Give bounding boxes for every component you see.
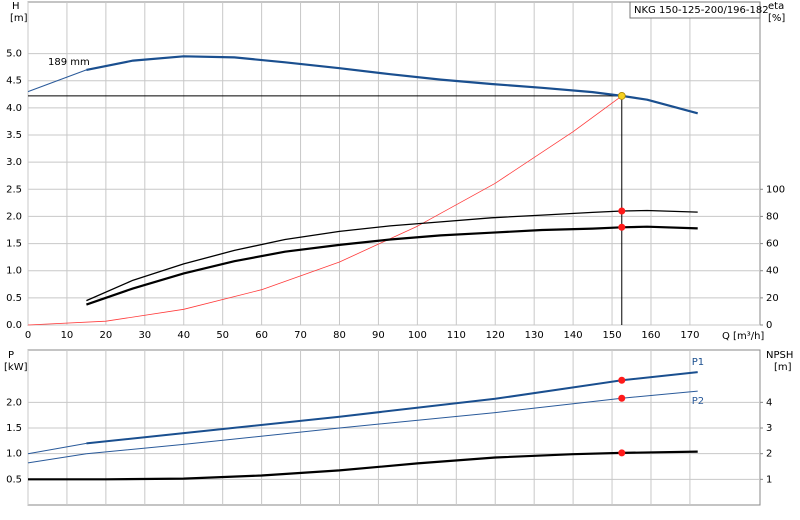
x-tick-label: 110 xyxy=(447,330,466,341)
x-tick-label: 170 xyxy=(680,330,699,341)
operating-point xyxy=(618,394,626,402)
y-tick-label: 1.5 xyxy=(6,239,22,250)
operating-point xyxy=(618,449,626,457)
y2-tick-label: 60 xyxy=(766,239,779,250)
series-label: P1 xyxy=(692,357,704,368)
y2-tick-label: 1 xyxy=(766,474,772,485)
operating-point xyxy=(618,376,626,384)
y2-label: eta xyxy=(768,1,784,12)
curve xyxy=(27,69,87,93)
y2-tick-label: 100 xyxy=(766,184,785,195)
y-tick-label: 0.5 xyxy=(6,474,22,485)
y-tick-label: 1.0 xyxy=(6,449,22,460)
curve xyxy=(86,225,698,306)
y-tick-label: 0.5 xyxy=(6,293,22,304)
annotation: 189 mm xyxy=(48,57,90,68)
y-tick-label: 0.0 xyxy=(6,320,22,331)
title-box xyxy=(629,1,761,19)
curve xyxy=(86,55,698,115)
operating-point xyxy=(617,92,626,100)
y-tick-label: 2.5 xyxy=(6,184,22,195)
x-tick-label: 140 xyxy=(564,330,583,341)
curve xyxy=(86,390,698,455)
y2-tick-label: 3 xyxy=(766,423,772,434)
y2-label: NPSH xyxy=(766,350,793,361)
y2-tick-label: 4 xyxy=(766,397,772,408)
y2-tick-label: 0 xyxy=(766,320,772,331)
y-tick-label: 4.5 xyxy=(6,76,22,87)
curve xyxy=(86,209,698,302)
x-tick-label: 100 xyxy=(408,330,427,341)
y-label: P xyxy=(8,350,14,361)
y-tick-label: 1.0 xyxy=(6,266,22,277)
x-tick-label: 90 xyxy=(372,330,385,341)
y-unit: [kW] xyxy=(4,362,28,373)
x-tick-label: 60 xyxy=(255,330,268,341)
curve xyxy=(27,442,87,455)
x-label: Q [m³/h] xyxy=(722,331,764,342)
curve xyxy=(27,95,623,326)
x-tick-label: 70 xyxy=(294,330,307,341)
curve xyxy=(27,453,87,464)
x-tick-label: 80 xyxy=(333,330,346,341)
curve xyxy=(86,371,698,445)
x-tick-label: 10 xyxy=(61,330,74,341)
y-tick-label: 2.0 xyxy=(6,397,22,408)
series-label: P2 xyxy=(692,396,704,407)
chart-title: NKG 150-125-200/196-182 xyxy=(634,5,769,16)
x-tick-label: 150 xyxy=(602,330,621,341)
y-tick-label: 5.0 xyxy=(6,49,22,60)
x-tick-label: 120 xyxy=(486,330,505,341)
curve xyxy=(28,450,698,481)
y2-tick-label: 2 xyxy=(766,449,772,460)
y-tick-label: 1.5 xyxy=(6,423,22,434)
x-tick-label: 30 xyxy=(138,330,151,341)
y-tick-label: 4.0 xyxy=(6,103,22,114)
plot-area xyxy=(27,1,761,326)
operating-point xyxy=(618,223,626,231)
y-tick-label: 2.0 xyxy=(6,211,22,222)
y2-tick-label: 20 xyxy=(766,293,779,304)
y-unit: [m] xyxy=(10,13,28,24)
x-tick-label: 130 xyxy=(525,330,544,341)
x-tick-label: 20 xyxy=(100,330,113,341)
y2-tick-label: 80 xyxy=(766,211,779,222)
y-label: H xyxy=(12,1,20,12)
operating-point xyxy=(618,207,626,215)
plot-area xyxy=(27,349,761,506)
y-tick-label: 3.0 xyxy=(6,157,22,168)
y2-tick-label: 40 xyxy=(766,266,779,277)
y2-unit: [m] xyxy=(774,362,792,373)
x-tick-label: 40 xyxy=(177,330,190,341)
x-tick-label: 160 xyxy=(641,330,660,341)
y-tick-label: 3.5 xyxy=(6,130,22,141)
x-tick-label: 0 xyxy=(25,330,31,341)
x-tick-label: 50 xyxy=(216,330,229,341)
y2-unit: [%] xyxy=(768,13,785,24)
